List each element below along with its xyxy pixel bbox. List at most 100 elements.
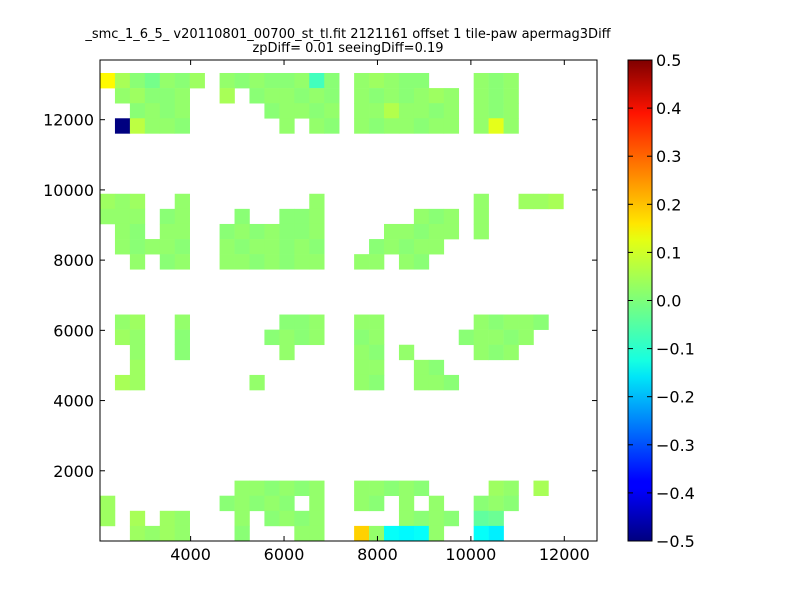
heatmap-cell	[279, 254, 295, 270]
heatmap-cell	[488, 329, 504, 346]
heatmap-cell	[234, 72, 250, 89]
heatmap-cell	[234, 495, 250, 512]
heatmap-cell	[503, 314, 519, 330]
heatmap-cell	[398, 223, 415, 240]
heatmap-cell	[369, 103, 385, 119]
heatmap-cell	[234, 223, 250, 240]
heatmap-cell	[384, 239, 400, 255]
heatmap-cell	[354, 103, 370, 119]
heatmap-cell	[354, 480, 370, 497]
heatmap-cell	[369, 239, 385, 255]
heatmap-cell	[159, 118, 176, 134]
heatmap-cell	[398, 480, 415, 497]
y-tick-label: 8000	[53, 251, 94, 270]
heatmap-cell	[264, 254, 280, 270]
heatmap-cell	[384, 72, 400, 89]
heatmap-cell	[354, 525, 370, 541]
colorbar-tick-label: 0.4	[656, 99, 681, 118]
heatmap-cell	[129, 88, 146, 104]
heatmap-cell	[354, 72, 370, 89]
heatmap-cell	[159, 525, 176, 541]
heatmap-cell	[249, 374, 265, 391]
heatmap-cell	[518, 314, 534, 330]
heatmap-cell	[398, 510, 415, 527]
heatmap-cell	[129, 344, 146, 361]
heatmap-cell	[294, 103, 310, 119]
heatmap-cell	[428, 374, 445, 391]
heatmap-cell	[159, 510, 176, 527]
heatmap-cell	[458, 329, 474, 346]
heatmap-cell	[443, 374, 460, 391]
heatmap-cell	[488, 88, 504, 104]
heatmap-cell	[249, 88, 265, 104]
heatmap-cell	[129, 208, 146, 225]
heatmap-cell	[354, 344, 370, 361]
heatmap-cell	[294, 314, 310, 330]
heatmap-cell	[428, 495, 445, 512]
heatmap-cell	[279, 88, 295, 104]
heatmap-cell	[114, 88, 131, 104]
heatmap-cell	[428, 525, 445, 541]
heatmap-cell	[443, 510, 460, 527]
heatmap-cell	[279, 208, 295, 225]
heatmap-cell	[413, 88, 430, 104]
heatmap-cell	[309, 480, 325, 497]
heatmap-cell	[428, 88, 445, 104]
heatmap-cell	[503, 329, 519, 346]
heatmap-cell	[174, 329, 190, 346]
heatmap-cell	[488, 72, 504, 89]
heatmap-cell	[100, 208, 116, 225]
heatmap-cell	[114, 193, 131, 210]
heatmap-cell	[100, 495, 116, 512]
heatmap-cell	[249, 223, 265, 240]
heatmap-cell	[428, 118, 445, 134]
heatmap-cell	[369, 254, 385, 270]
heatmap-cell	[309, 314, 325, 330]
heatmap-cell	[114, 374, 131, 391]
heatmap-cell	[413, 103, 430, 119]
heatmap-cell	[294, 510, 310, 527]
heatmap-cell	[264, 72, 280, 89]
heatmap-cell	[279, 495, 295, 512]
heatmap-cell	[144, 88, 161, 104]
heatmap-cell	[324, 88, 340, 104]
x-tick-label: 6000	[264, 545, 305, 564]
heatmap-cell	[114, 239, 131, 255]
heatmap-cell	[369, 495, 385, 512]
heatmap-cell	[174, 510, 190, 527]
heatmap-cell	[503, 72, 519, 89]
heatmap-cell	[294, 239, 310, 255]
heatmap-cell	[174, 118, 190, 134]
heatmap-cell	[398, 239, 415, 255]
colorbar-tick-label: 0.0	[656, 292, 681, 311]
heatmap-cell	[309, 510, 325, 527]
heatmap-cell	[398, 118, 415, 134]
heatmap-cell	[413, 118, 430, 134]
heatmap-cell	[384, 88, 400, 104]
x-tick-label: 12000	[539, 545, 590, 564]
heatmap-cell	[503, 103, 519, 119]
heatmap-cell	[189, 72, 205, 89]
heatmap-cell	[264, 239, 280, 255]
heatmap-cell	[398, 72, 415, 89]
y-tick-label: 2000	[53, 462, 94, 481]
heatmap-cell	[294, 223, 310, 240]
heatmap-cell	[473, 103, 489, 119]
x-axis: 4000 6000 8000 10000 12000	[170, 60, 590, 564]
heatmap-cell	[413, 359, 430, 376]
heatmap-cell	[129, 329, 146, 346]
heatmap-cell	[399, 541, 414, 556]
heatmap-cell	[398, 103, 415, 119]
heatmap-cell	[249, 254, 265, 270]
heatmap-cell	[129, 118, 146, 134]
heatmap-cell	[279, 223, 295, 240]
heatmap-cell	[428, 223, 445, 240]
y-tick-label: 6000	[53, 321, 94, 340]
heatmap-cell	[144, 118, 161, 134]
heatmap-cell	[548, 193, 564, 210]
heatmap-cell	[428, 359, 445, 376]
x-tick-label: 8000	[357, 545, 398, 564]
heatmap-cell	[488, 314, 504, 330]
colorbar-tick-label: −0.2	[656, 388, 695, 407]
chart-title: _smc_1_6_5_ v20110801_00700_st_tl.fit 21…	[84, 27, 611, 42]
